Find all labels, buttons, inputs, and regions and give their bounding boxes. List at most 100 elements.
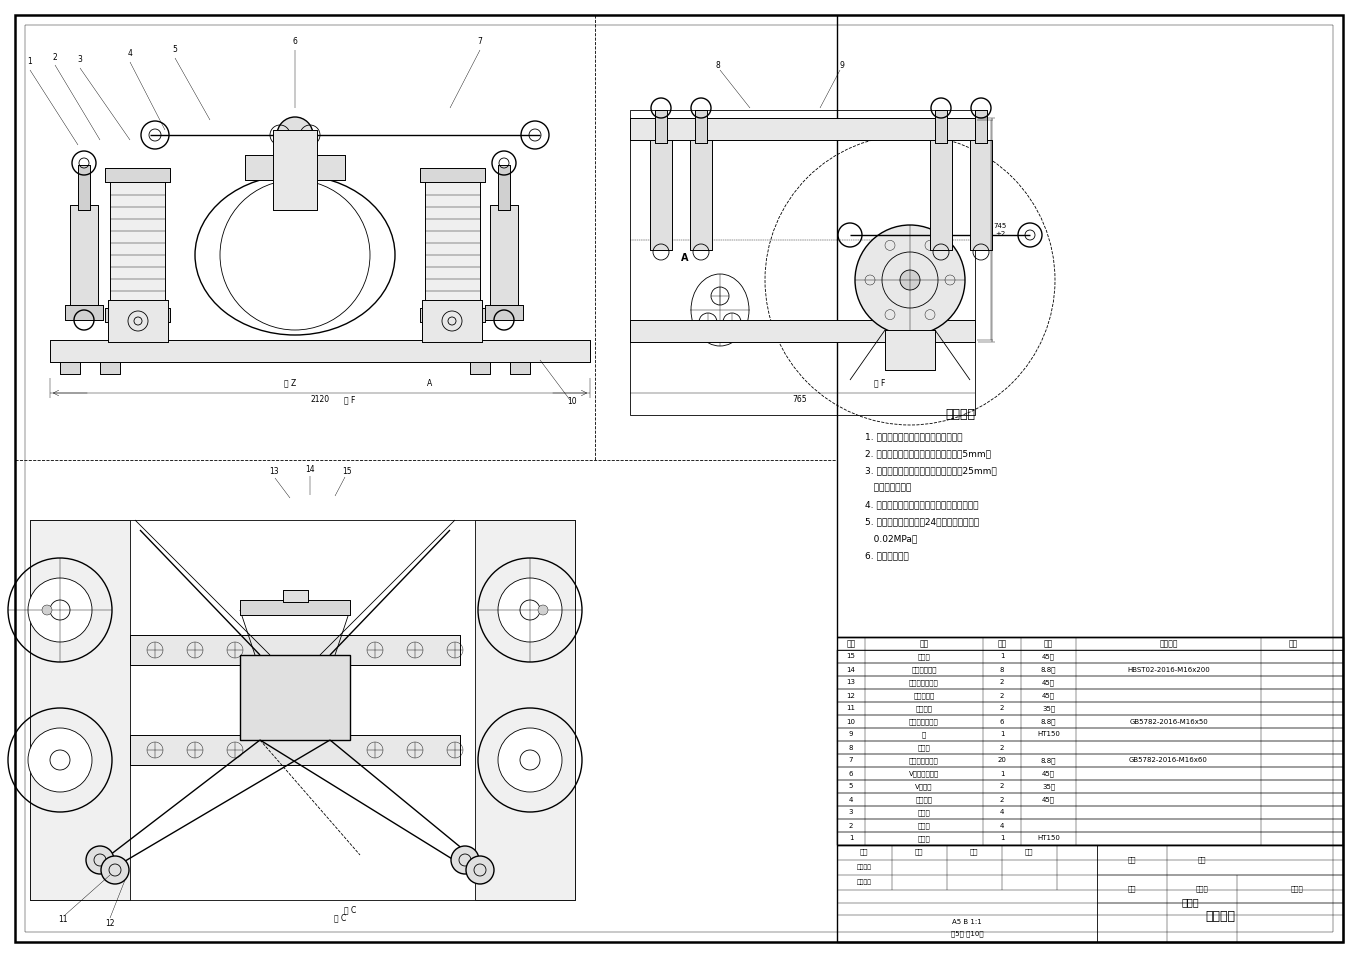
Text: 1: 1: [999, 654, 1005, 659]
Bar: [498, 165, 511, 210]
Text: 3: 3: [849, 810, 853, 815]
Text: 空气簧: 空气簧: [918, 810, 930, 815]
Text: 2: 2: [999, 784, 1004, 790]
Bar: [105, 168, 170, 182]
Text: 8.8级: 8.8级: [1040, 718, 1057, 724]
Text: 15: 15: [342, 466, 352, 476]
Bar: [273, 130, 316, 210]
Circle shape: [498, 578, 562, 642]
Bar: [490, 205, 517, 305]
Text: HBST02-2016-M16x200: HBST02-2016-M16x200: [1127, 666, 1210, 673]
Circle shape: [100, 856, 129, 884]
Text: 4: 4: [128, 50, 133, 58]
Bar: [130, 635, 460, 665]
Circle shape: [451, 846, 479, 874]
Text: 7: 7: [478, 37, 482, 47]
Bar: [837, 650, 1343, 663]
Bar: [50, 340, 589, 362]
Bar: [490, 205, 517, 305]
Text: 8: 8: [849, 745, 853, 750]
Text: GB5782-2016-M16x50: GB5782-2016-M16x50: [1128, 719, 1207, 724]
Text: 3: 3: [77, 56, 83, 64]
Text: A: A: [428, 379, 433, 388]
Bar: [837, 715, 1343, 728]
Text: A5 B 1:1: A5 B 1:1: [952, 919, 982, 925]
Text: 材料: 材料: [1044, 639, 1052, 648]
Bar: [475, 520, 574, 900]
Bar: [695, 110, 708, 143]
Text: 橡胶支件: 橡胶支件: [915, 705, 933, 712]
Text: 1. 装配前，所有零件用煤油清洗干净；: 1. 装配前，所有零件用煤油清洗干净；: [865, 433, 963, 441]
Text: 745
±2: 745 ±2: [993, 224, 1006, 236]
Text: GB5782-2016-M16x60: GB5782-2016-M16x60: [1128, 758, 1207, 764]
Text: 6. 表面取毛刺；: 6. 表面取毛刺；: [865, 551, 909, 561]
Bar: [71, 205, 98, 305]
Bar: [105, 308, 170, 322]
Bar: [975, 110, 987, 143]
Text: 765: 765: [793, 395, 807, 405]
Text: 减　振: 减 振: [918, 822, 930, 829]
Circle shape: [42, 605, 52, 615]
Bar: [837, 728, 1343, 741]
Bar: [470, 362, 490, 374]
Text: 20: 20: [998, 758, 1006, 764]
Bar: [837, 767, 1343, 780]
Bar: [837, 702, 1343, 715]
Text: 图号: 图号: [1198, 857, 1206, 863]
Bar: [105, 168, 170, 182]
Text: 14: 14: [306, 465, 315, 475]
Text: 6: 6: [999, 719, 1005, 724]
Bar: [110, 180, 166, 310]
Text: 6: 6: [292, 37, 297, 47]
Text: 2: 2: [999, 745, 1004, 750]
Text: 序号: 序号: [846, 639, 856, 648]
Text: 15: 15: [846, 654, 856, 659]
Text: 10: 10: [846, 719, 856, 724]
Text: 0.02MPa。: 0.02MPa。: [865, 535, 917, 544]
Bar: [30, 520, 574, 900]
Bar: [109, 300, 168, 342]
Bar: [244, 155, 345, 180]
Text: 35钢: 35钢: [1042, 705, 1055, 712]
Text: 6: 6: [849, 770, 853, 776]
Text: 视 C: 视 C: [344, 905, 356, 915]
Bar: [837, 793, 1343, 806]
Text: 13: 13: [846, 679, 856, 685]
Text: 1: 1: [999, 835, 1005, 841]
Bar: [420, 308, 485, 322]
Bar: [690, 140, 712, 250]
Bar: [71, 205, 98, 305]
Text: 工艺: 工艺: [970, 849, 978, 856]
Text: 1: 1: [999, 731, 1005, 738]
Text: 8: 8: [716, 60, 720, 70]
Circle shape: [29, 578, 92, 642]
Circle shape: [29, 728, 92, 792]
Text: 5. 装配后实验，要求在24小时内压降不超过: 5. 装配后实验，要求在24小时内压降不超过: [865, 518, 979, 526]
Bar: [511, 362, 530, 374]
Text: HT150: HT150: [1038, 835, 1061, 841]
Bar: [630, 118, 975, 140]
Text: 杠: 杠: [922, 731, 926, 738]
Bar: [695, 110, 708, 143]
Bar: [273, 130, 316, 210]
Bar: [422, 300, 482, 342]
Text: 名称: 名称: [919, 639, 929, 648]
Bar: [837, 754, 1343, 767]
Bar: [837, 845, 1343, 942]
Text: HT150: HT150: [1038, 731, 1061, 738]
Bar: [650, 140, 672, 250]
Text: 45钢: 45钢: [1042, 692, 1055, 699]
Text: 2. 前轴中心与车架中心线偏移量不大于5mm；: 2. 前轴中心与车架中心线偏移量不大于5mm；: [865, 450, 991, 458]
Bar: [630, 118, 975, 140]
Bar: [930, 140, 952, 250]
Text: 10: 10: [568, 397, 577, 407]
Text: 45钢: 45钢: [1042, 679, 1055, 686]
Text: 14: 14: [846, 666, 856, 673]
Bar: [936, 110, 947, 143]
Bar: [65, 305, 103, 320]
Bar: [837, 741, 1343, 754]
Text: 2: 2: [999, 796, 1004, 803]
Circle shape: [538, 605, 549, 615]
Bar: [630, 110, 975, 415]
Bar: [630, 320, 975, 342]
